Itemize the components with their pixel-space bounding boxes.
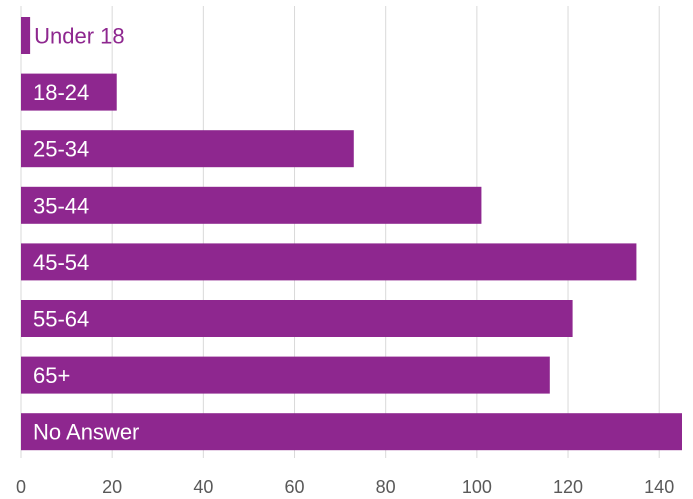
bars	[21, 17, 682, 451]
bar-6	[21, 356, 550, 394]
x-tick-label-5: 100	[462, 477, 492, 497]
bar-1	[21, 73, 117, 111]
x-tick-label-0: 0	[16, 477, 26, 497]
x-tick-label-6: 120	[553, 477, 583, 497]
x-tick-label-2: 40	[193, 477, 213, 497]
category-label-7: No Answer	[33, 420, 139, 445]
category-label-5: 55-64	[33, 307, 89, 332]
bar-7	[21, 413, 682, 451]
x-axis-tick-labels: 0 20 40 60 80 100 120 140	[16, 477, 674, 497]
category-label-1: 18-24	[33, 80, 89, 105]
category-label-3: 35-44	[33, 193, 89, 218]
category-label-4: 45-54	[33, 250, 89, 275]
x-tick-label-7: 140	[644, 477, 674, 497]
bar-3	[21, 186, 482, 224]
category-label-0: Under 18	[34, 24, 125, 49]
x-tick-label-1: 20	[102, 477, 122, 497]
bar-5	[21, 300, 573, 337]
x-tick-label-3: 60	[285, 477, 305, 497]
x-tick-label-4: 80	[376, 477, 396, 497]
category-label-6: 65+	[33, 363, 70, 388]
bar-0	[21, 17, 31, 54]
category-label-2: 25-34	[33, 137, 89, 162]
bar-2	[21, 130, 354, 168]
bar-4	[21, 243, 637, 281]
category-labels: Under 18 18-24 25-34 35-44 45-54 55-64 65+ No A…	[33, 24, 139, 445]
